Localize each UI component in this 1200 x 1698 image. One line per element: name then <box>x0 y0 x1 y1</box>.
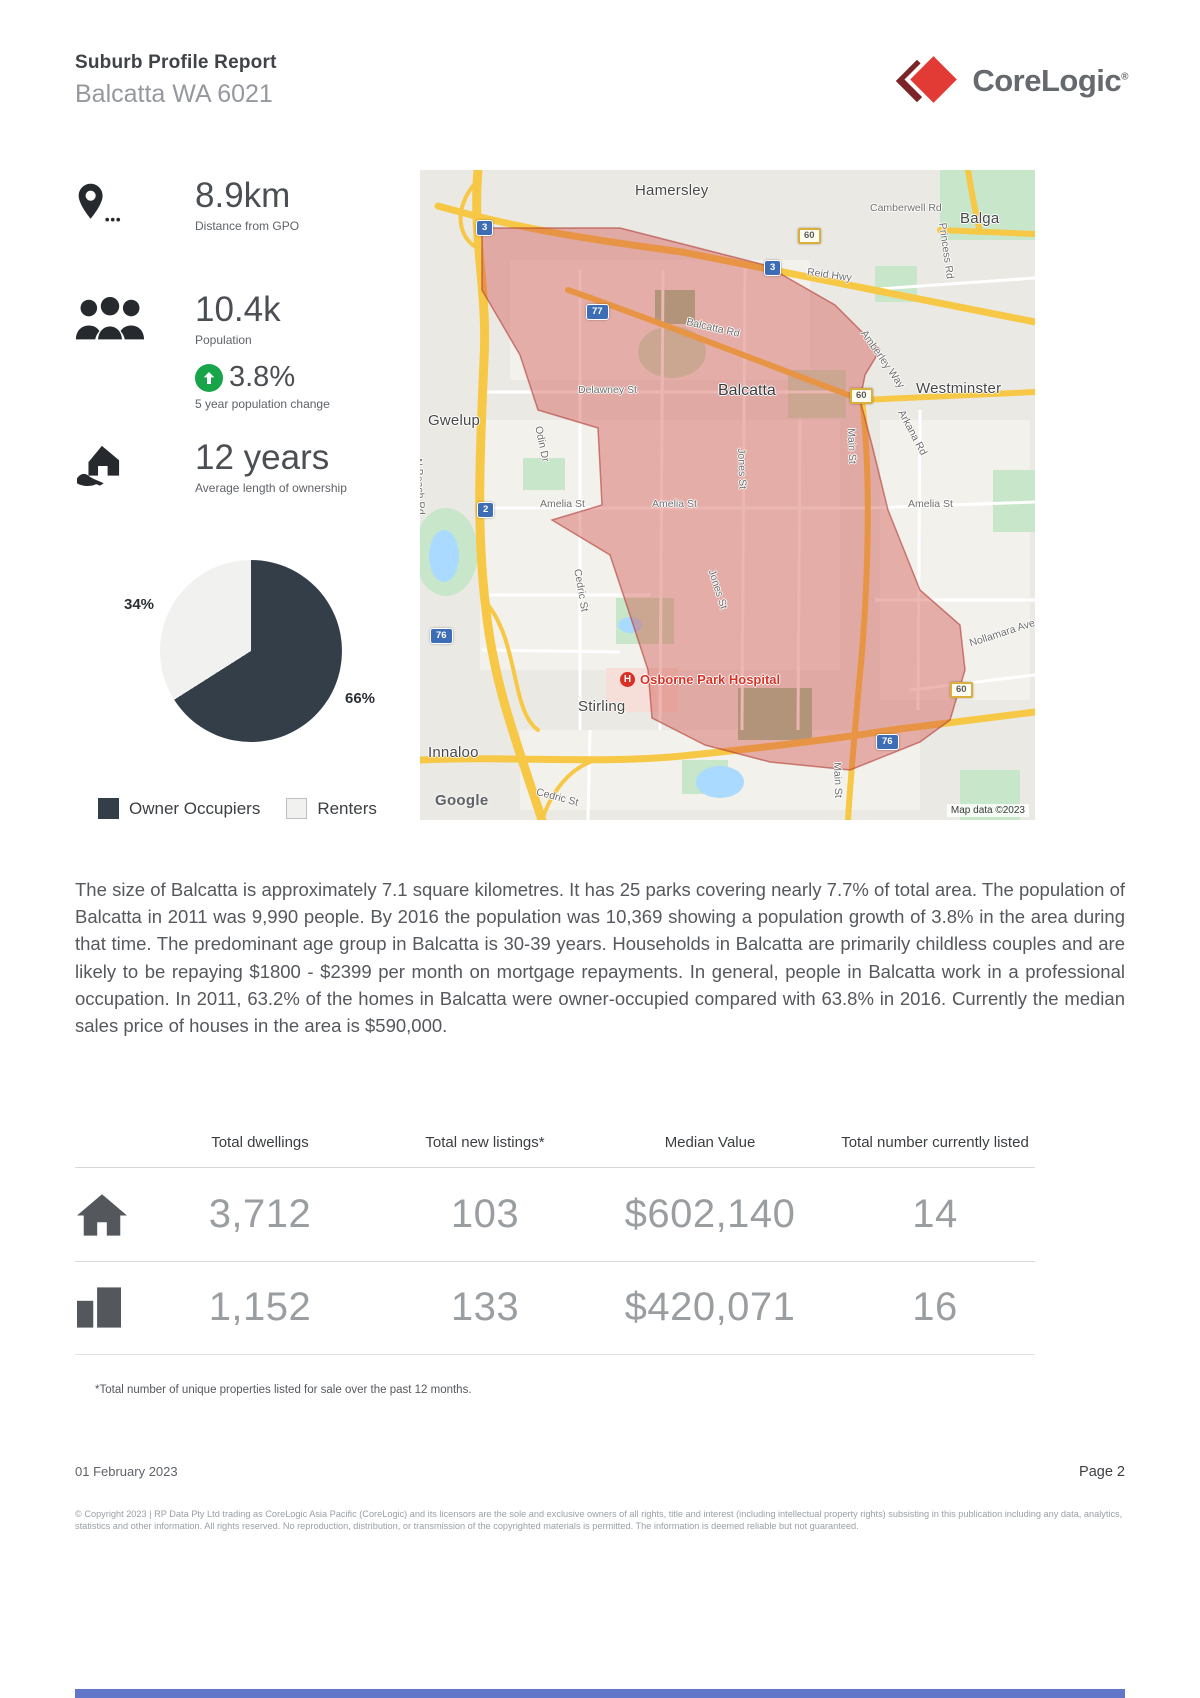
distance-value: 8.9km <box>195 176 291 215</box>
map-road-label: Amelia St <box>540 498 585 510</box>
suburb-boundary-overlay <box>481 227 966 771</box>
units-currently-listed: 16 <box>912 1285 958 1330</box>
route-shield: 60 <box>798 228 821 244</box>
col-header-median-value: Median Value <box>664 1134 756 1151</box>
map-road-label: Amelia St <box>908 498 953 510</box>
distance-label: Distance from GPO <box>195 219 300 233</box>
map-road-label: Camberwell Rd <box>870 202 942 214</box>
up-arrow-circle-icon <box>195 363 223 392</box>
legend-label-renters: Renters <box>317 798 377 818</box>
corelogic-logo-text: CoreLogic® <box>972 63 1128 98</box>
house-icon <box>75 1193 135 1236</box>
map-road-label: Main St <box>831 762 845 799</box>
ownership-value: 12 years <box>195 438 330 477</box>
house-hand-icon <box>75 438 195 493</box>
metrics-table-header: Total dwellings Total new listings* Medi… <box>75 1134 1035 1167</box>
report-header: Suburb Profile Report Balcatta WA 6021 C… <box>75 52 1128 110</box>
col-header-total-new-listings: Total new listings* <box>425 1134 545 1151</box>
units-new-listings: 133 <box>450 1285 520 1330</box>
corelogic-diamond-icon <box>896 52 962 110</box>
suburb-description: The size of Balcatta is approximately 7.… <box>75 879 1125 1036</box>
people-group-icon <box>75 290 195 349</box>
table-row-units: 1,152 133 $420,071 16 <box>75 1260 1035 1355</box>
map-attribution: Map data ©2023 <box>946 804 1029 817</box>
units-total-dwellings: 1,152 <box>208 1285 312 1330</box>
legend-item-owner-occupiers: Owner Occupiers <box>98 798 260 819</box>
map-road-label: Jones St <box>735 448 749 490</box>
legend-item-renters: Renters <box>286 798 377 819</box>
report-title: Suburb Profile Report <box>75 52 277 73</box>
pie-label-renters: 34% <box>124 596 155 613</box>
units-icon <box>75 1287 135 1328</box>
hospital-h-icon: H <box>620 672 635 687</box>
units-median-value: $420,071 <box>624 1285 796 1330</box>
map-road-label: Main St <box>845 428 859 465</box>
col-header-total-currently-listed: Total number currently listed <box>841 1134 1029 1151</box>
corelogic-logo: CoreLogic® <box>896 52 1128 110</box>
map-place-label: Westminster <box>916 380 1002 397</box>
houses-currently-listed: 14 <box>912 1191 958 1236</box>
houses-new-listings: 103 <box>450 1191 520 1236</box>
suburb-map: Hamersley Balga Camberwell Rd Reid Hwy P… <box>420 170 1035 820</box>
table-row-houses: 3,712 103 $602,140 14 <box>75 1166 1035 1261</box>
ownership-pie-chart <box>160 560 342 742</box>
stat-ownership-length: 12 years Average length of ownership <box>75 438 347 495</box>
metrics-table: Total dwellings Total new listings* Medi… <box>75 1134 1035 1355</box>
route-shield: 60 <box>950 682 973 698</box>
stat-distance-from-gpo: 8.9km Distance from GPO <box>75 176 299 233</box>
copyright-text: © Copyright 2023 | RP Data Pty Ltd tradi… <box>75 1509 1123 1532</box>
col-header-total-dwellings: Total dwellings <box>211 1134 309 1151</box>
footer-date: 01 February 2023 <box>75 1464 178 1479</box>
page-footer: 01 February 2023 Page 2 <box>75 1464 1125 1480</box>
map-place-label: Gwelup <box>428 412 481 429</box>
population-label: Population <box>195 333 252 347</box>
map-road-label: Amelia St <box>652 498 697 510</box>
route-shield: 77 <box>586 304 609 320</box>
ownership-label: Average length of ownership <box>195 481 347 495</box>
map-base-image <box>420 170 1035 820</box>
legend-swatch-owner-occupiers <box>98 798 119 819</box>
stat-text: 8.9km Distance from GPO <box>195 176 299 233</box>
population-growth: 3.8% <box>195 361 330 394</box>
route-shield: 3 <box>764 260 782 276</box>
stat-text: 10.4k Population 3.8% 5 year population … <box>195 290 330 411</box>
stat-text: 12 years Average length of ownership <box>195 438 347 495</box>
route-shield: 76 <box>876 734 899 750</box>
map-place-label: Balga <box>960 210 1000 227</box>
suburb-title: Balcatta WA 6021 <box>75 80 273 108</box>
houses-total-dwellings: 3,712 <box>208 1191 312 1236</box>
population-change-label: 5 year population change <box>195 397 330 411</box>
hospital-label: Osborne Park Hospital <box>640 672 781 687</box>
houses-median-value: $602,140 <box>624 1191 796 1236</box>
map-label-balcatta: Balcatta <box>718 382 776 399</box>
pie-label-owner-occupiers: 66% <box>345 690 376 707</box>
page-number: Page 2 <box>1079 1464 1125 1480</box>
population-change-value: 3.8% <box>229 361 296 393</box>
google-logo: Google <box>435 792 489 809</box>
map-place-label: Stirling <box>578 698 626 715</box>
table-footnote: *Total number of unique properties liste… <box>95 1384 472 1396</box>
pie-chart-legend: Owner Occupiers Renters <box>98 798 377 819</box>
route-shield: 60 <box>850 388 873 404</box>
route-shield: 2 <box>477 502 495 518</box>
bottom-accent-bar <box>75 1689 1125 1698</box>
legend-label-owner-occupiers: Owner Occupiers <box>129 798 261 818</box>
location-pin-icon <box>75 176 195 231</box>
map-road-label: Delawney St <box>578 384 637 396</box>
legend-swatch-renters <box>286 798 308 819</box>
hospital-poi: H Osborne Park Hospital <box>620 672 780 687</box>
map-place-label: Hamersley <box>635 182 709 199</box>
map-place-label: Innaloo <box>428 744 479 761</box>
population-value: 10.4k <box>195 290 281 329</box>
route-shield: 76 <box>430 628 453 644</box>
registered-mark: ® <box>1121 71 1128 83</box>
header-titles: Suburb Profile Report Balcatta WA 6021 <box>75 52 277 109</box>
stat-population: 10.4k Population 3.8% 5 year population … <box>75 290 330 411</box>
route-shield: 3 <box>476 220 494 236</box>
